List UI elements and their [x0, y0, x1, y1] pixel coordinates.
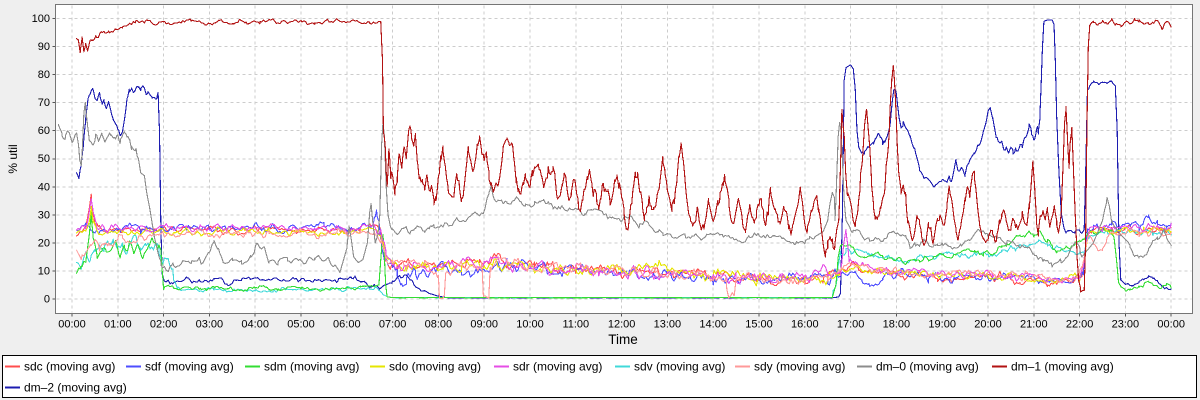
svg-text:sdf (moving avg): sdf (moving avg): [145, 360, 234, 374]
svg-text:14:00: 14:00: [699, 319, 727, 331]
svg-text:dm–0 (moving avg): dm–0 (moving avg): [876, 360, 979, 374]
svg-text:07:00: 07:00: [379, 319, 407, 331]
svg-text:04:00: 04:00: [241, 319, 269, 331]
svg-text:50: 50: [38, 153, 50, 165]
svg-text:01:00: 01:00: [104, 319, 132, 331]
svg-text:sdm (moving avg): sdm (moving avg): [264, 360, 359, 374]
svg-text:sdc (moving avg): sdc (moving avg): [24, 360, 115, 374]
svg-text:20:00: 20:00: [974, 319, 1002, 331]
svg-text:06:00: 06:00: [333, 319, 361, 331]
svg-text:21:00: 21:00: [1020, 319, 1048, 331]
svg-text:sdr (moving avg): sdr (moving avg): [513, 360, 602, 374]
svg-text:13:00: 13:00: [654, 319, 682, 331]
svg-text:sdo (moving avg): sdo (moving avg): [389, 360, 481, 374]
svg-text:80: 80: [38, 69, 50, 81]
svg-text:10: 10: [38, 265, 50, 277]
svg-text:19:00: 19:00: [928, 319, 956, 331]
svg-text:dm–2 (moving avg): dm–2 (moving avg): [24, 381, 127, 395]
svg-text:dm–1 (moving avg): dm–1 (moving avg): [1011, 360, 1114, 374]
svg-text:30: 30: [38, 209, 50, 221]
svg-text:08:00: 08:00: [425, 319, 453, 331]
svg-text:% util: % util: [6, 144, 20, 173]
svg-text:sdv (moving avg): sdv (moving avg): [634, 360, 725, 374]
svg-text:40: 40: [38, 181, 50, 193]
svg-text:sdy (moving avg): sdy (moving avg): [754, 360, 845, 374]
svg-text:16:00: 16:00: [791, 319, 819, 331]
svg-text:17:00: 17:00: [837, 319, 865, 331]
svg-text:0: 0: [44, 294, 50, 306]
svg-text:00:00: 00:00: [1157, 319, 1185, 331]
svg-text:00:00: 00:00: [58, 319, 86, 331]
svg-text:09:00: 09:00: [470, 319, 498, 331]
svg-text:20: 20: [38, 237, 50, 249]
svg-text:03:00: 03:00: [196, 319, 224, 331]
svg-text:90: 90: [38, 41, 50, 53]
svg-text:100: 100: [32, 13, 50, 25]
svg-text:60: 60: [38, 125, 50, 137]
svg-text:05:00: 05:00: [287, 319, 315, 331]
svg-text:02:00: 02:00: [150, 319, 178, 331]
svg-text:12:00: 12:00: [608, 319, 636, 331]
svg-text:10:00: 10:00: [516, 319, 544, 331]
svg-text:22:00: 22:00: [1066, 319, 1094, 331]
svg-text:18:00: 18:00: [883, 319, 911, 331]
svg-text:23:00: 23:00: [1112, 319, 1140, 331]
svg-text:70: 70: [38, 97, 50, 109]
svg-text:11:00: 11:00: [562, 319, 589, 331]
svg-text:15:00: 15:00: [745, 319, 773, 331]
svg-text:Time: Time: [608, 332, 638, 347]
